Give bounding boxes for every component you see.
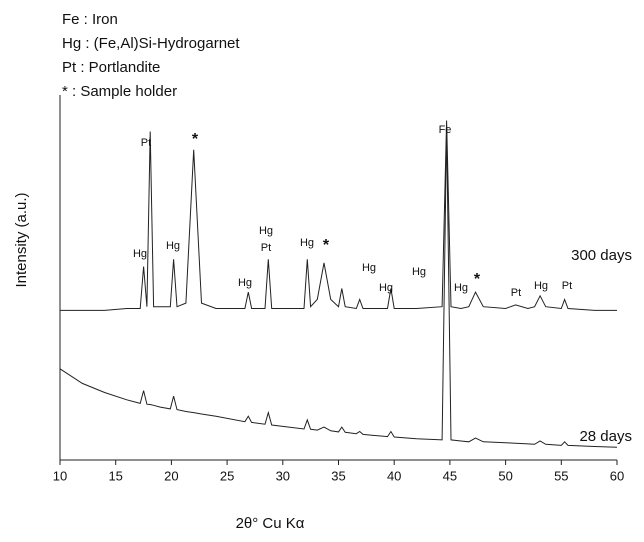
peak-label: Hg xyxy=(412,266,426,278)
peak-label: Hg xyxy=(379,282,393,294)
x-tick-label: 55 xyxy=(554,468,568,483)
legend-note: Fe : Iron xyxy=(62,11,118,28)
peak-label: Hg xyxy=(300,237,314,249)
peak-label: Hg xyxy=(238,277,252,289)
x-tick-label: 15 xyxy=(108,468,122,483)
peak-label: Hg xyxy=(534,280,548,292)
x-tick-label: 40 xyxy=(387,468,401,483)
peak-label: Hg xyxy=(259,225,273,237)
x-tick-label: 20 xyxy=(164,468,178,483)
series-line xyxy=(60,120,617,311)
legend-note: Pt : Portlandite xyxy=(62,59,160,76)
series-label: 28 days xyxy=(579,428,632,445)
peak-label: Pt xyxy=(511,287,521,299)
legend-note: * : Sample holder xyxy=(62,83,177,100)
series-line xyxy=(59,127,618,448)
peak-label: * xyxy=(474,271,481,288)
x-axis-label: 2θ° Cu Kα xyxy=(236,515,305,532)
x-tick-label: 35 xyxy=(331,468,345,483)
x-tick-label: 50 xyxy=(498,468,512,483)
peak-label: Fe xyxy=(439,124,452,136)
series-label: 300 days xyxy=(571,247,632,264)
peak-label: Hg xyxy=(454,282,468,294)
peak-label: * xyxy=(323,237,330,254)
x-tick-label: 30 xyxy=(276,468,290,483)
x-tick-label: 45 xyxy=(443,468,457,483)
peak-label: Hg xyxy=(133,248,147,260)
peak-label: Pt xyxy=(562,280,572,292)
peak-label: Pt xyxy=(141,137,151,149)
y-axis-label: Intensity (a.u.) xyxy=(13,192,30,287)
peak-label: Hg xyxy=(362,262,376,274)
x-tick-label: 25 xyxy=(220,468,234,483)
peak-label: Hg xyxy=(166,240,180,252)
peak-label: Pt xyxy=(261,242,271,254)
peak-label: * xyxy=(192,131,199,148)
x-tick-label: 60 xyxy=(610,468,624,483)
x-tick-label: 10 xyxy=(53,468,67,483)
legend-note: Hg : (Fe,Al)Si-Hydrogarnet xyxy=(62,35,240,52)
